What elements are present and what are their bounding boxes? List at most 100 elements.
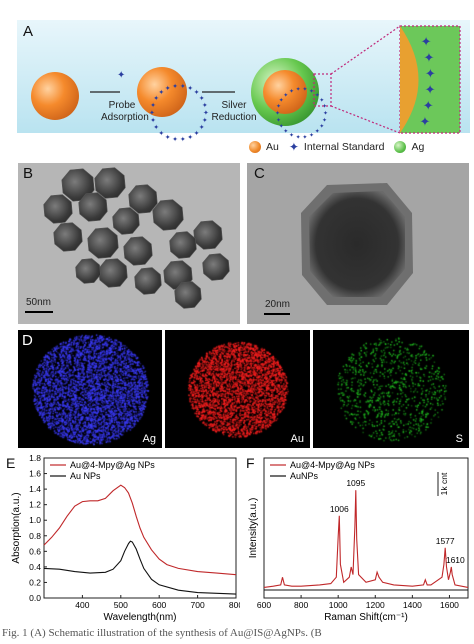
probe-star-icon: ✦ [283,128,288,135]
probe-star-icon: ✦ [296,134,301,141]
nanoparticle [98,258,128,288]
legend-ag-label: Ag [411,141,425,153]
probe-star-icon: ✦ [153,94,159,102]
x-tick-label: 400 [75,600,89,610]
panel-f-letter: F [246,455,255,471]
tem-single-particle [247,163,469,324]
probe-star-icon: ✦ [199,94,205,102]
ag-legend-icon [394,141,407,153]
probe-star-icon: ✦ [172,82,178,90]
peak-label: 1095 [346,478,365,488]
probe-star-icon: ✦ [202,101,208,109]
panel-c-letter: C [254,165,265,182]
inset-core-edge [400,26,419,133]
y-tick-label: 0.0 [29,593,41,603]
y-tick-label: 1.2 [29,500,41,510]
probe-star-icon: ✦ [150,117,156,125]
probe-star-icon: ✦ [319,123,324,130]
probe-star-icon: ✦ [279,123,284,130]
x-tick-label: 1600 [440,600,459,610]
probe-star-icon: ✦ [315,92,320,99]
probe-star-icon: ✦ [194,89,200,97]
au-core [263,70,307,114]
panel-b-letter: B [23,165,34,182]
x-tick-label: 800 [229,600,240,610]
probe-star-icon: ✦ [322,117,327,124]
internal-standard-star-icon: ✦ [288,140,299,154]
inset-stars: ✦✦✦✦✦✦ [420,34,436,129]
nanoparticle [152,199,184,231]
y-tick-label: 0.4 [29,562,41,572]
probe-star-icon: ✦ [309,88,314,95]
panel-d-au-map: Au [165,330,310,448]
series-line-1 [43,540,237,595]
y-tick-label: 0.2 [29,577,41,587]
au-map-canvas [165,330,310,448]
panel-a-legend: Au ✦ Internal Standard Ag [249,140,424,154]
nanoparticle [43,194,73,224]
probe-star-icon: ✦ [117,70,125,81]
au-legend-icon [249,141,261,153]
panel-d-letter: D [22,332,33,349]
plot-frame [43,457,237,599]
probe-star-icon: ✦ [283,92,288,99]
panel-c-tem-image: C 20nm [247,163,469,324]
series-line-0 [263,490,469,588]
probe-star-icon: ✦ [315,128,320,135]
legend-label-1: AuNPs [290,471,319,481]
panel-a-letter: A [23,23,34,40]
panel-f: F 600 800 1000 1200 1400 1600 Raman Shift(cm⁻¹)… [240,452,474,626]
panel-e-chart: E 0.0 0.2 0.4 0.6 0.8 1.0 1.2 1.4 1.6 1.8 400 500 600… [6,453,243,623]
probe-star-icon: ✦ [323,110,328,117]
probe-star-icon: ✦ [296,86,301,93]
au-sphere [31,72,79,120]
step-1-line-2: Adsorption [101,112,149,123]
x-tick-label: 1400 [403,600,422,610]
nanoparticle [53,222,83,252]
panel-e-letter: E [6,455,15,471]
inset-star-icon: ✦ [425,66,436,81]
probe-star-icon: ✦ [187,84,193,92]
inset-star-icon: ✦ [425,82,436,97]
nanoparticle [193,220,223,250]
panel-b-tem-image: B 50nm [18,163,240,324]
ag-map-label: Ag [142,433,156,445]
probe-star-icon: ✦ [158,89,164,97]
probe-star-icon: ✦ [289,88,294,95]
probe-star-icon: ✦ [149,109,155,117]
nanoparticle [78,192,108,222]
probe-star-icon: ✦ [275,110,280,117]
probe-star-icon: ✦ [319,97,324,104]
x-tick-label: 500 [114,600,128,610]
probe-star-icon: ✦ [302,134,307,141]
zoom-line-bottom [330,105,401,134]
nanoparticle [75,258,101,284]
nanoparticle [112,207,140,235]
step-1-label: Probe Adsorption [101,100,149,124]
legend-internal-standard-label: Internal Standard [303,141,385,153]
au-probe-sphere [137,67,187,117]
y-tick-label: 1.4 [29,484,41,494]
probe-star-icon: ✦ [276,103,281,110]
probe-star-icon: ✦ [165,134,171,142]
probe-star-icon: ✦ [172,136,178,144]
nanoparticle [87,227,119,259]
au-map-label: Au [290,433,304,445]
legend-label-1: Au NPs [70,471,101,481]
au-core-region [309,191,405,297]
x-tick-label: 600 [257,600,271,610]
nanoparticle [94,167,126,199]
x-tick-label: 800 [294,600,308,610]
inset-star-icon: ✦ [423,50,434,65]
step-2-line-1: Silver [221,100,247,111]
y-axis-label: Absorption(a.u.) [11,492,22,563]
s-map-canvas [313,330,469,448]
schematic-background [17,20,470,133]
tem-particles [18,163,240,324]
x-tick-label: 700 [191,600,205,610]
peak-label: 1006 [330,504,349,514]
step-2-line-2: Reduction [211,112,257,123]
nanoparticle [123,236,153,266]
y-tick-label: 0.6 [29,546,41,556]
y-tick-label: 1.8 [29,453,41,463]
